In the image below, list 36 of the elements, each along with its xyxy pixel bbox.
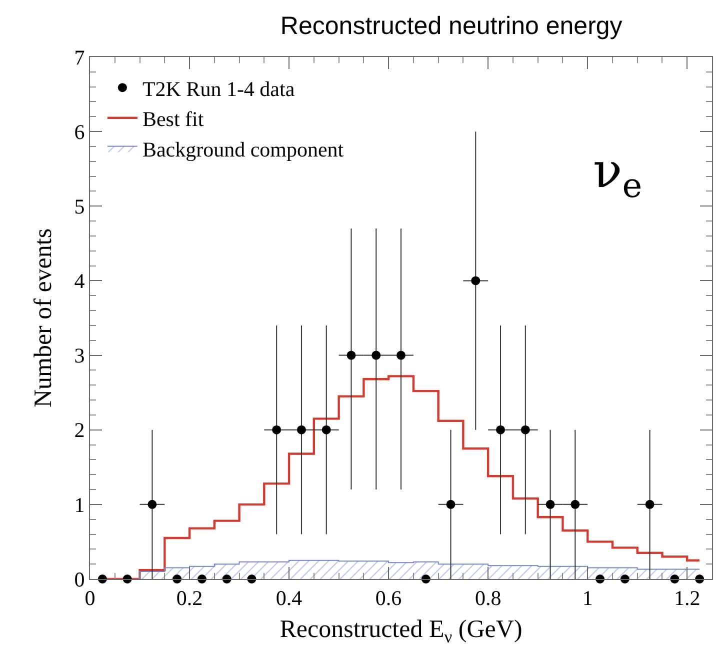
legend-label: Background component bbox=[142, 137, 344, 162]
y-tick-label: 6 bbox=[74, 120, 85, 144]
point bbox=[596, 574, 605, 584]
point bbox=[496, 425, 506, 434]
y-tick-label: 3 bbox=[74, 344, 85, 368]
y-tick-label: 0 bbox=[74, 567, 85, 592]
y-tick-label: 4 bbox=[74, 269, 86, 294]
annotation: ν$_{e}$ bbox=[593, 143, 642, 206]
y-axis-title: Number of events bbox=[30, 228, 58, 408]
x-tick-label: 0.2 bbox=[176, 586, 203, 610]
point bbox=[322, 425, 331, 434]
x-tick-label: 0.8 bbox=[474, 586, 502, 610]
point bbox=[546, 500, 555, 509]
x-tick-label: 0.4 bbox=[276, 586, 303, 610]
y-tick-label: 5 bbox=[74, 194, 85, 218]
y-tick-label: 2 bbox=[74, 418, 85, 442]
y-tick-label: 1 bbox=[74, 492, 85, 517]
y-tick-label: 7 bbox=[74, 45, 85, 70]
point bbox=[520, 425, 530, 434]
legend-label: T2K Run 1-4 data bbox=[142, 76, 296, 101]
point bbox=[372, 350, 381, 360]
point bbox=[570, 500, 580, 509]
point bbox=[446, 500, 456, 509]
point bbox=[272, 425, 282, 434]
x-axis-title: Reconstructed E$_{ν}$ (GeV) bbox=[280, 616, 522, 646]
point bbox=[396, 350, 406, 360]
point bbox=[346, 350, 356, 360]
x-tick-label: 0.6 bbox=[375, 586, 402, 610]
point bbox=[471, 276, 480, 286]
point bbox=[148, 500, 157, 509]
point bbox=[296, 425, 306, 434]
point bbox=[645, 500, 654, 509]
legend-label: Best fit bbox=[142, 107, 204, 132]
x-tick-label: 1.2 bbox=[674, 586, 700, 610]
chart-title: Reconstructed neutrino energy bbox=[280, 12, 623, 40]
x-tick-label: 1 bbox=[582, 586, 593, 610]
